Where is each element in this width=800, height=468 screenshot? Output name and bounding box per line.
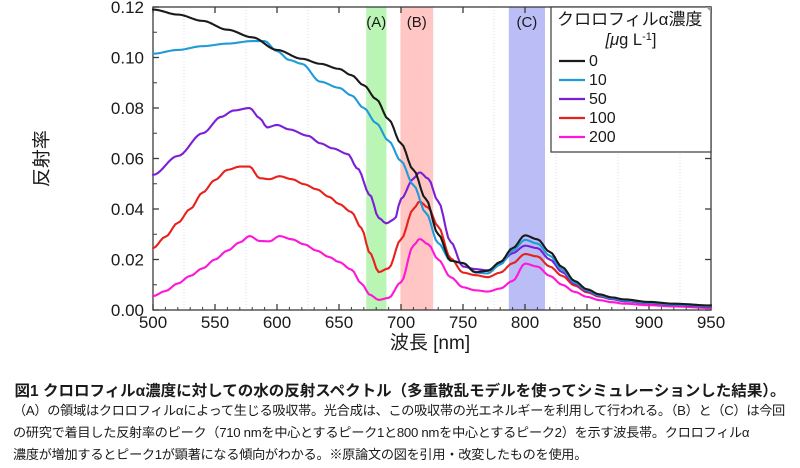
svg-text:0.10: 0.10	[111, 49, 144, 68]
svg-text:クロロフィルα濃度: クロロフィルα濃度	[557, 10, 703, 29]
svg-text:(C): (C)	[516, 14, 537, 31]
svg-text:200: 200	[589, 129, 616, 146]
svg-text:0.00: 0.00	[111, 301, 144, 320]
svg-text:50: 50	[589, 91, 607, 108]
svg-text:0.02: 0.02	[111, 251, 144, 270]
svg-text:0.08: 0.08	[111, 99, 144, 118]
svg-text:850: 850	[573, 313, 601, 332]
svg-text:反射率: 反射率	[32, 130, 53, 187]
svg-text:波長 [nm]: 波長 [nm]	[390, 333, 470, 354]
svg-text:(A): (A)	[366, 14, 386, 31]
svg-text:650: 650	[325, 313, 353, 332]
svg-text:0.06: 0.06	[111, 150, 144, 169]
svg-text:800: 800	[511, 313, 539, 332]
svg-text:0.04: 0.04	[111, 200, 144, 219]
svg-text:900: 900	[635, 313, 663, 332]
svg-text:600: 600	[263, 313, 291, 332]
svg-text:100: 100	[589, 110, 616, 127]
svg-text:(B): (B)	[407, 14, 427, 31]
svg-text:950: 950	[697, 313, 725, 332]
svg-text:0.12: 0.12	[111, 0, 144, 17]
svg-text:550: 550	[201, 313, 229, 332]
svg-text:750: 750	[449, 313, 477, 332]
svg-text:10: 10	[589, 72, 607, 89]
svg-text:0: 0	[589, 53, 598, 70]
svg-text:700: 700	[387, 313, 415, 332]
